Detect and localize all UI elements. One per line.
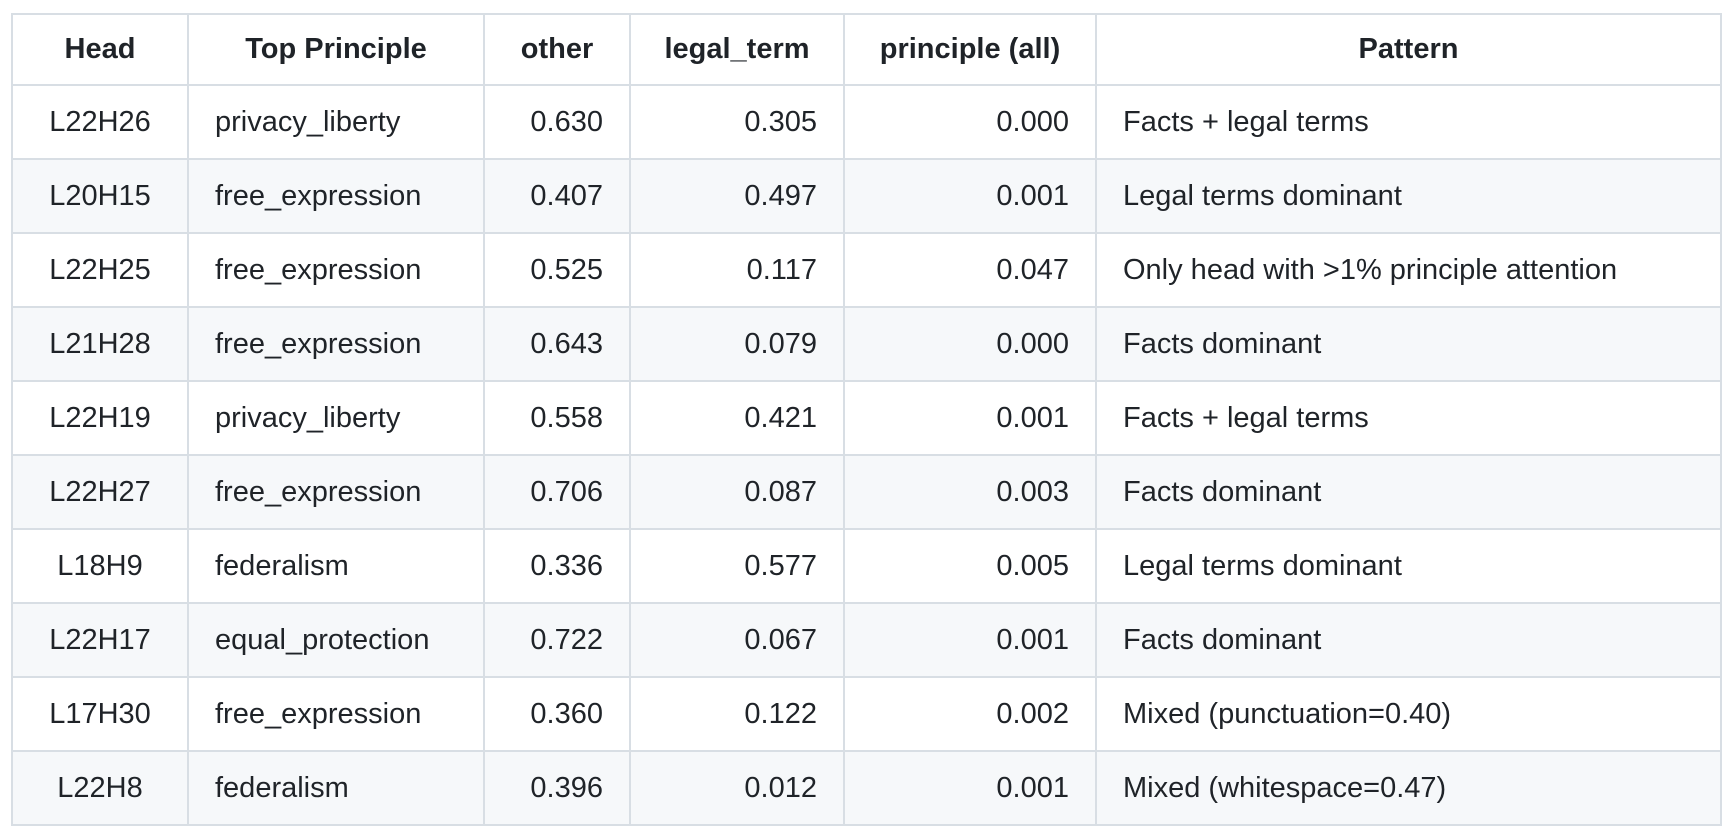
cell-top-principle: free_expression [187,232,485,308]
cell-other: 0.722 [483,602,631,678]
cell-top-principle: free_expression [187,306,485,382]
cell-legal-term: 0.087 [629,454,845,530]
cell-pattern: Legal terms dominant [1095,528,1722,604]
column-header-pattern: Pattern [1095,13,1722,86]
cell-pattern: Mixed (whitespace=0.47) [1095,750,1722,826]
cell-principle-all: 0.001 [843,380,1097,456]
table-header-row: Head Top Principle other legal_term prin… [11,13,1722,86]
cell-other: 0.407 [483,158,631,234]
cell-head: L18H9 [11,528,189,604]
table-row: L21H28 free_expression 0.643 0.079 0.000… [11,306,1722,382]
cell-top-principle: free_expression [187,158,485,234]
cell-top-principle: privacy_liberty [187,84,485,160]
cell-principle-all: 0.002 [843,676,1097,752]
cell-head: L22H17 [11,602,189,678]
cell-head: L21H28 [11,306,189,382]
cell-top-principle: equal_protection [187,602,485,678]
cell-top-principle: free_expression [187,676,485,752]
cell-principle-all: 0.001 [843,750,1097,826]
table-row: L22H19 privacy_liberty 0.558 0.421 0.001… [11,380,1722,456]
cell-principle-all: 0.001 [843,602,1097,678]
cell-pattern: Only head with >1% principle attention [1095,232,1722,308]
cell-head: L20H15 [11,158,189,234]
column-header-other: other [483,13,631,86]
cell-principle-all: 0.047 [843,232,1097,308]
cell-pattern: Facts dominant [1095,602,1722,678]
table-row: L22H26 privacy_liberty 0.630 0.305 0.000… [11,84,1722,160]
table-row: L22H27 free_expression 0.706 0.087 0.003… [11,454,1722,530]
cell-principle-all: 0.005 [843,528,1097,604]
cell-other: 0.643 [483,306,631,382]
table-row: L22H8 federalism 0.396 0.012 0.001 Mixed… [11,750,1722,826]
cell-legal-term: 0.497 [629,158,845,234]
cell-legal-term: 0.305 [629,84,845,160]
table-row: L18H9 federalism 0.336 0.577 0.005 Legal… [11,528,1722,604]
attention-heads-table: Head Top Principle other legal_term prin… [11,13,1722,826]
cell-principle-all: 0.003 [843,454,1097,530]
cell-pattern: Facts + legal terms [1095,84,1722,160]
column-header-top-principle: Top Principle [187,13,485,86]
cell-head: L22H26 [11,84,189,160]
table-row: L22H17 equal_protection 0.722 0.067 0.00… [11,602,1722,678]
column-header-legal-term: legal_term [629,13,845,86]
cell-legal-term: 0.079 [629,306,845,382]
cell-pattern: Facts dominant [1095,306,1722,382]
cell-top-principle: free_expression [187,454,485,530]
cell-other: 0.706 [483,454,631,530]
cell-head: L22H25 [11,232,189,308]
cell-legal-term: 0.067 [629,602,845,678]
table-row: L22H25 free_expression 0.525 0.117 0.047… [11,232,1722,308]
cell-head: L22H27 [11,454,189,530]
cell-principle-all: 0.000 [843,306,1097,382]
cell-legal-term: 0.012 [629,750,845,826]
cell-pattern: Facts dominant [1095,454,1722,530]
cell-principle-all: 0.001 [843,158,1097,234]
cell-legal-term: 0.117 [629,232,845,308]
cell-other: 0.558 [483,380,631,456]
cell-pattern: Legal terms dominant [1095,158,1722,234]
cell-other: 0.396 [483,750,631,826]
cell-top-principle: federalism [187,750,485,826]
cell-other: 0.630 [483,84,631,160]
cell-head: L22H19 [11,380,189,456]
table-row: L20H15 free_expression 0.407 0.497 0.001… [11,158,1722,234]
cell-other: 0.336 [483,528,631,604]
cell-top-principle: privacy_liberty [187,380,485,456]
cell-principle-all: 0.000 [843,84,1097,160]
column-header-head: Head [11,13,189,86]
column-header-principle-all: principle (all) [843,13,1097,86]
cell-head: L17H30 [11,676,189,752]
cell-top-principle: federalism [187,528,485,604]
cell-pattern: Facts + legal terms [1095,380,1722,456]
cell-head: L22H8 [11,750,189,826]
cell-other: 0.525 [483,232,631,308]
cell-legal-term: 0.421 [629,380,845,456]
table-row: L17H30 free_expression 0.360 0.122 0.002… [11,676,1722,752]
cell-legal-term: 0.577 [629,528,845,604]
cell-pattern: Mixed (punctuation=0.40) [1095,676,1722,752]
cell-other: 0.360 [483,676,631,752]
cell-legal-term: 0.122 [629,676,845,752]
